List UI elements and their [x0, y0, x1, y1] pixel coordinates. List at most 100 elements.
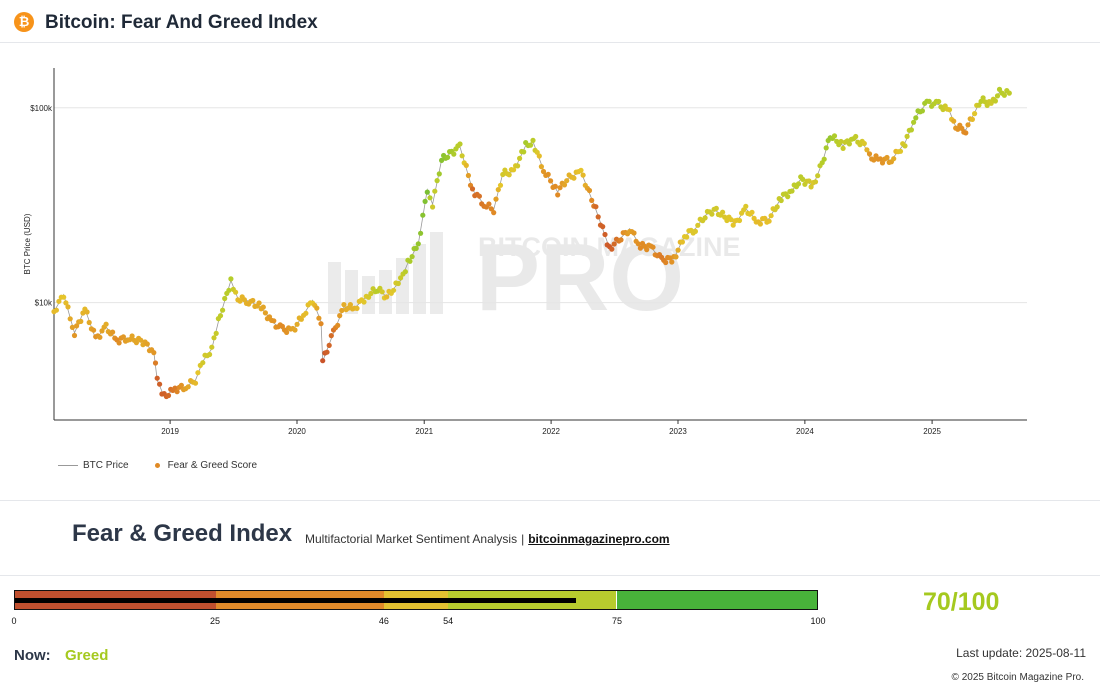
score-point	[65, 304, 71, 310]
score-point	[71, 332, 78, 339]
score-point	[320, 358, 326, 364]
score-point	[434, 178, 440, 184]
score-point	[972, 111, 978, 117]
score-point	[337, 313, 343, 319]
score-point	[730, 222, 736, 228]
score-point	[902, 143, 908, 149]
score-point	[530, 137, 536, 143]
score-point	[980, 95, 986, 101]
score-point	[571, 175, 577, 181]
score-point	[366, 294, 372, 300]
score-point	[1006, 90, 1012, 96]
y-tick-label: $10k	[35, 299, 53, 308]
score-point	[864, 147, 870, 153]
score-point	[324, 349, 330, 355]
score-point	[667, 255, 673, 261]
score-point	[415, 241, 421, 247]
score-point	[517, 155, 523, 161]
score-point	[61, 294, 67, 300]
score-point	[195, 370, 201, 376]
score-point	[528, 142, 534, 148]
score-point	[152, 360, 159, 366]
score-point	[74, 323, 80, 329]
score-point	[879, 160, 886, 166]
score-point	[432, 188, 438, 194]
site-link[interactable]: bitcoinmagazinepro.com	[528, 532, 670, 546]
watermark-bar	[328, 262, 341, 314]
score-point	[963, 130, 969, 136]
score-point	[823, 145, 829, 151]
score-point	[936, 98, 942, 105]
copyright: © 2025 Bitcoin Magazine Pro.	[951, 672, 1084, 683]
score-point	[846, 141, 853, 147]
last-update: Last update: 2025-08-11	[956, 646, 1086, 660]
score-point	[459, 153, 465, 159]
index-subtitle: Multifactorial Market Sentiment Analysis	[305, 532, 518, 546]
subtitle-separator: |	[521, 532, 525, 546]
score-point	[994, 93, 1001, 99]
score-point	[154, 375, 160, 381]
score-point	[644, 247, 650, 253]
score-point	[637, 245, 644, 251]
score-point	[495, 187, 501, 193]
score-point	[728, 217, 734, 223]
chart-area: BITCOIN MAGAZINE PRO $10k $100k BTC Price (U…	[0, 44, 1100, 500]
score-point	[946, 107, 953, 113]
x-tick-label: 2025	[923, 427, 941, 436]
legend-item-btc-price[interactable]: BTC Price	[58, 460, 129, 471]
score-point	[749, 209, 755, 215]
score-point	[510, 167, 517, 173]
y-tick-label: $100k	[30, 104, 53, 113]
score-point	[97, 334, 103, 340]
score-point	[695, 222, 701, 228]
score-point	[129, 333, 135, 339]
gauge-needle	[15, 598, 577, 603]
score-point	[271, 318, 277, 324]
score-point	[965, 122, 971, 128]
x-tick-label: 2020	[288, 427, 306, 436]
score-point	[618, 237, 624, 243]
score-point	[663, 259, 669, 266]
score-point	[384, 294, 390, 300]
score-point	[515, 163, 521, 169]
score-point	[821, 156, 827, 162]
gauge-tick-label: 54	[443, 616, 454, 626]
legend-item-fear-greed[interactable]: Fear & Greed Score	[147, 460, 257, 471]
score-point	[552, 183, 558, 189]
score-point	[840, 145, 846, 151]
score-point	[951, 118, 957, 124]
score-point	[250, 297, 256, 304]
index-title: Fear & Greed Index	[72, 520, 293, 547]
score-point	[866, 151, 873, 157]
gauge-segment	[616, 591, 817, 609]
score-point	[368, 290, 374, 297]
score-point	[908, 127, 915, 133]
score-point	[233, 289, 239, 295]
score-point	[465, 172, 471, 179]
legend-label-btc-price: BTC Price	[83, 460, 129, 471]
score-point	[174, 389, 180, 395]
score-point	[589, 197, 595, 203]
watermark-bar	[413, 244, 426, 314]
score-point	[409, 254, 415, 260]
score-point	[800, 176, 806, 182]
now-label: Now:	[14, 647, 51, 664]
index-subtitle-row: Multifactorial Market Sentiment Analysis…	[305, 532, 670, 546]
score-point	[361, 299, 367, 305]
score-point	[831, 133, 838, 139]
watermark-line2: PRO	[476, 224, 684, 331]
score-point	[457, 141, 463, 147]
page-title: Bitcoin: Fear And Greed Index	[45, 12, 318, 33]
score-point	[679, 239, 686, 245]
gauge-tick-label: 25	[209, 616, 221, 626]
fear-greed-gauge	[14, 590, 818, 610]
score-point	[84, 309, 90, 315]
score-point	[451, 151, 457, 157]
score-point	[538, 164, 545, 170]
score-point	[996, 86, 1003, 92]
score-point	[884, 154, 890, 161]
score-point	[207, 351, 213, 358]
score-point	[586, 187, 593, 194]
score-point	[580, 172, 586, 178]
